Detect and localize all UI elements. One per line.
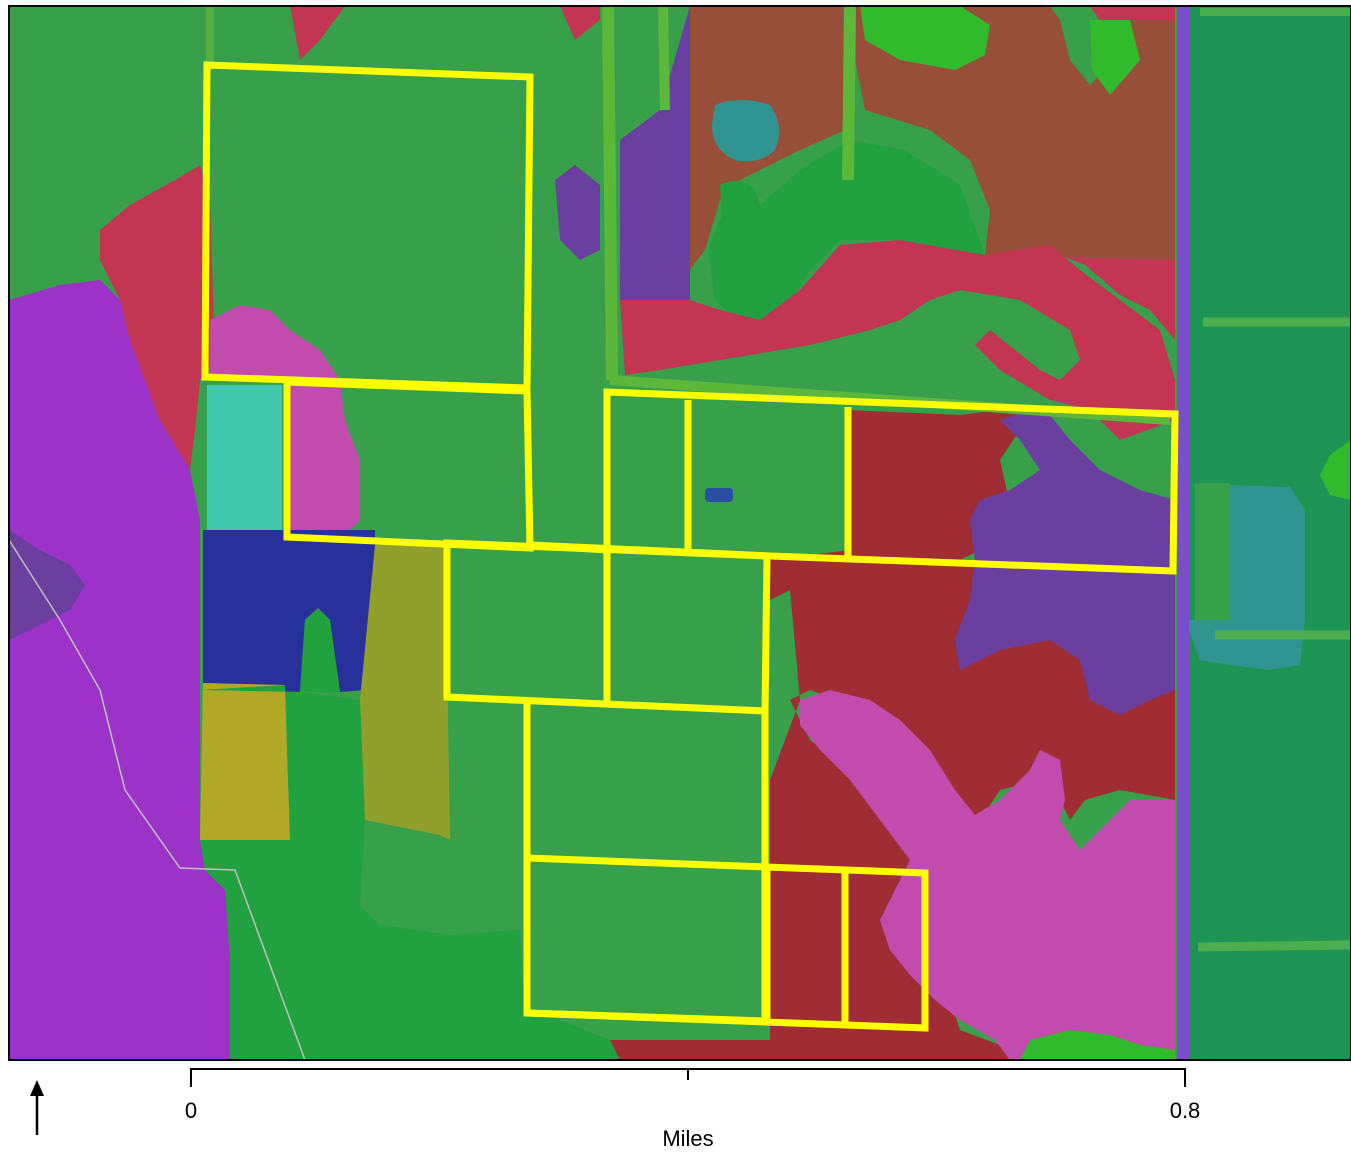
- soil-polygons: [9, 6, 1351, 1060]
- soil-polygon-teal-right: [1230, 485, 1305, 670]
- soil-polygon-teal-1: [712, 100, 779, 162]
- north-arrow-icon: [30, 1080, 44, 1135]
- boundary-line: [9, 539, 306, 1060]
- soil-polygon-purple-left: [9, 280, 230, 1060]
- soil-polygon-violet-right: [955, 410, 1175, 715]
- soil-polygon-green-inner: [708, 140, 985, 330]
- soil-polygon-red-strip: [1090, 6, 1175, 20]
- road-strip-3: [658, 6, 670, 111]
- soil-polygon-navy: [203, 530, 375, 692]
- soil-polygon-water-dot: [705, 488, 733, 502]
- soil-polygon-violet-small: [555, 165, 600, 260]
- soil-polygon-green-notch: [300, 608, 340, 692]
- soil-polygon-violet-left: [9, 530, 85, 640]
- soil-polygon-crimson-center: [620, 240, 1175, 440]
- parcel-6: [526, 854, 929, 1032]
- soil-polygon-maroon-lower: [610, 560, 1175, 1060]
- soil-polygon-lime-right: [1320, 440, 1351, 500]
- soil-polygon-right-small: [1195, 483, 1230, 630]
- soil-polygon-olive-2: [360, 540, 450, 840]
- soil-polygon-top-red-2: [560, 6, 600, 40]
- soil-polygon-lime-top-2: [1090, 20, 1140, 95]
- road-strip-2: [602, 6, 618, 381]
- scale-bar: 0 0.8 Miles: [185, 1068, 1201, 1151]
- parcel-outlines: [201, 61, 1179, 1032]
- scale-label-end: 0.8: [1170, 1098, 1201, 1123]
- scale-label-start: 0: [185, 1098, 197, 1123]
- soil-polygon-darkgreen-lower: [200, 685, 620, 1060]
- soil-polygon-magenta-right: [800, 690, 1175, 1060]
- map-border: [8, 5, 1351, 1061]
- road-strip-4: [842, 6, 856, 181]
- road-strip-9: [1197, 940, 1351, 952]
- soil-polygon-violet-center: [620, 6, 690, 300]
- soil-polygon-aqua: [207, 385, 282, 530]
- soil-polygon-crimson-left: [100, 165, 215, 470]
- soil-polygon-top-red: [290, 6, 345, 60]
- soil-polygon-lime-top: [860, 6, 990, 70]
- soil-polygon-brown: [690, 6, 1175, 260]
- soil-polygon-olive-1: [200, 683, 290, 840]
- soil-polygon-lime-bottom: [1020, 1030, 1175, 1060]
- soil-polygon-crimson-right: [985, 255, 1175, 340]
- soil-polygon-magenta-left: [210, 305, 360, 535]
- scale-unit-label: Miles: [662, 1126, 713, 1151]
